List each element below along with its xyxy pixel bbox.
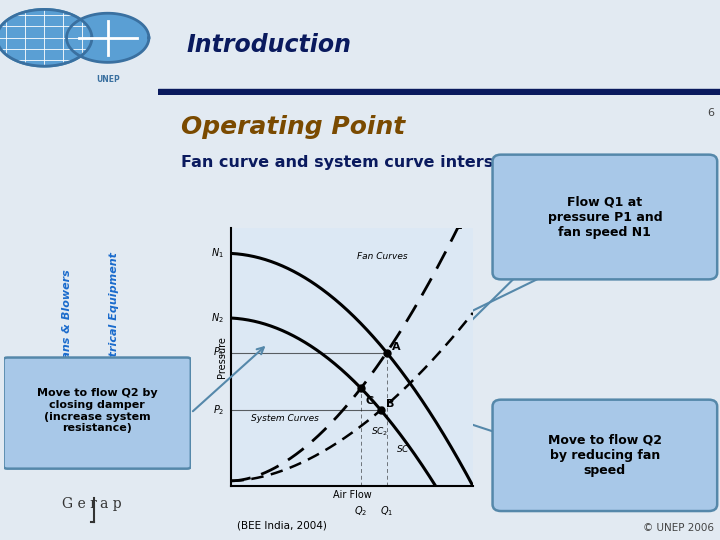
Text: Move to flow Q2 by
closing damper
(increase system
resistance): Move to flow Q2 by closing damper (incre… <box>37 388 158 433</box>
Text: UNEP: UNEP <box>96 75 120 84</box>
Text: $Q_2$: $Q_2$ <box>354 504 368 518</box>
FancyBboxPatch shape <box>492 400 717 511</box>
Text: C: C <box>366 396 374 406</box>
FancyBboxPatch shape <box>492 154 717 279</box>
Text: $Q_1$: $Q_1$ <box>380 504 393 518</box>
Bar <box>158 89 720 94</box>
Text: a p: a p <box>100 497 122 511</box>
Text: G e r: G e r <box>62 497 96 511</box>
Text: $P_2$: $P_2$ <box>212 403 224 417</box>
Circle shape <box>66 13 149 62</box>
Y-axis label: Pressure: Pressure <box>217 336 228 378</box>
Text: $P_1$: $P_1$ <box>212 346 224 360</box>
Text: B: B <box>386 400 394 409</box>
Text: $N_2$: $N_2$ <box>212 311 224 325</box>
Text: $SC$: $SC$ <box>395 443 410 454</box>
Text: Move to flow Q2
by reducing fan
speed: Move to flow Q2 by reducing fan speed <box>548 434 662 477</box>
Circle shape <box>0 10 92 66</box>
Text: (BEE India, 2004): (BEE India, 2004) <box>237 520 327 530</box>
Text: Fans & Blowers: Fans & Blowers <box>61 269 71 365</box>
FancyBboxPatch shape <box>4 357 191 469</box>
Text: $SC_2$: $SC_2$ <box>372 426 389 438</box>
Text: Electrical Equipment: Electrical Equipment <box>109 252 119 382</box>
Text: System Curves: System Curves <box>251 414 319 423</box>
Text: Introduction: Introduction <box>186 33 351 57</box>
Text: Fan Curves: Fan Curves <box>357 252 408 261</box>
Text: © UNEP 2006: © UNEP 2006 <box>644 523 714 534</box>
Text: Fan curve and system curve intersect: Fan curve and system curve intersect <box>181 154 521 170</box>
Text: Operating Point: Operating Point <box>181 114 405 139</box>
X-axis label: Air Flow: Air Flow <box>333 490 372 500</box>
Text: Flow Q1 at
pressure P1 and
fan speed N1: Flow Q1 at pressure P1 and fan speed N1 <box>547 195 662 239</box>
Text: A: A <box>392 342 400 352</box>
Text: $N_1$: $N_1$ <box>211 247 224 260</box>
Text: 6: 6 <box>707 108 714 118</box>
